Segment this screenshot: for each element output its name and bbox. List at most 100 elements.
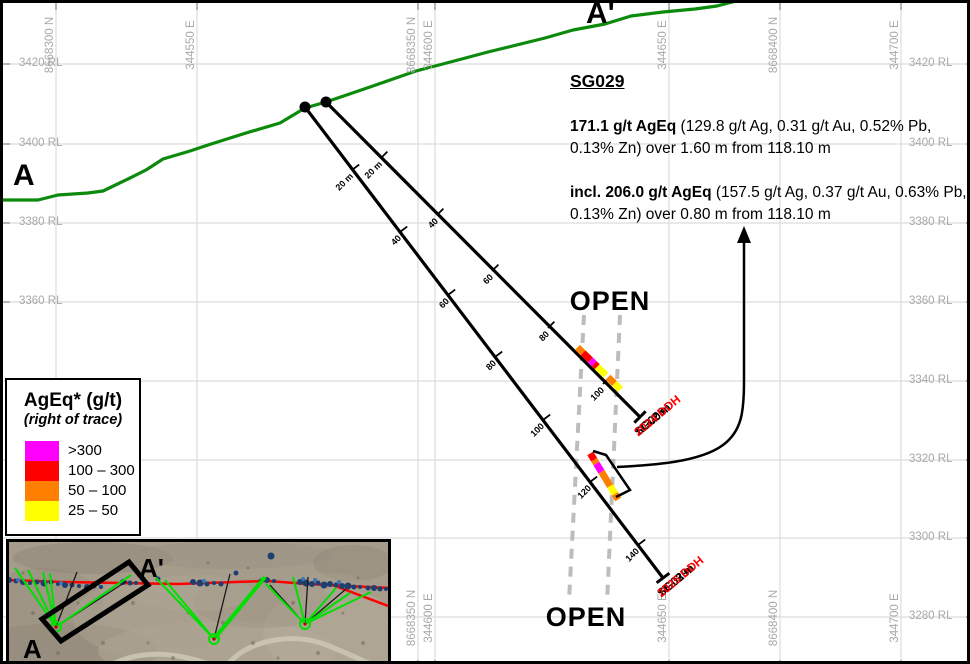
map-terrain-patch	[73, 578, 233, 658]
map-sample-dot-light	[16, 578, 20, 582]
map-sample-dot	[77, 584, 81, 588]
axis-label-top: 344700 E	[889, 20, 901, 70]
map-sample-dot	[134, 581, 138, 585]
intercept-1-detail: (129.8 g/t Ag, 0.31 g/t Au, 0.52% Pb, 0.…	[570, 118, 932, 157]
map-vegetation-speckle	[101, 641, 105, 645]
map-pad-circle	[208, 633, 220, 645]
map-vegetation-speckle	[171, 656, 175, 660]
depth-tick-sg008	[491, 264, 500, 272]
rl-label-right: 3400 RL	[909, 137, 953, 149]
map-sample-dot	[377, 586, 383, 592]
map-vegetation-speckle	[56, 651, 60, 655]
map-sample-dot-light	[59, 581, 63, 585]
rl-label-left: 3420 RL	[19, 57, 63, 69]
intercept-bracket	[592, 449, 632, 499]
rl-label-left: 3380 RL	[19, 216, 63, 228]
map-vegetation-speckle	[131, 601, 135, 605]
interpreted-structure-dashed-line	[567, 314, 586, 602]
map-vegetation-speckle	[251, 641, 255, 645]
map-sample-dot	[358, 585, 362, 589]
depth-tick-sg029	[637, 538, 646, 546]
legend-label: 50 – 100	[68, 482, 127, 499]
map-vegetation-speckle	[276, 656, 280, 660]
intercept-1-grade: 171.1 g/t AgEq	[570, 118, 677, 135]
legend-title: AgEq* (g/t)	[23, 390, 123, 411]
map-vegetation-speckle	[291, 601, 295, 605]
rl-label-right: 3420 RL	[909, 57, 953, 69]
map-sample-dot	[344, 582, 352, 590]
map-sample-dot	[339, 583, 345, 589]
axis-label-top: 344650 E	[657, 20, 669, 70]
map-sample-dot	[9, 577, 12, 583]
rl-label-right: 3320 RL	[909, 453, 953, 465]
section-label-a-prime: A'	[586, 0, 615, 30]
open-label-bottom: OPEN	[545, 602, 627, 632]
map-vegetation-speckle	[21, 571, 25, 575]
map-sample-dot	[127, 580, 133, 586]
legend-row: 25 – 50	[25, 501, 139, 521]
map-sample-dot	[309, 581, 315, 587]
assay-interval-bar	[587, 357, 597, 367]
rl-label-left: 3400 RL	[19, 137, 63, 149]
axis-label-top: 8668400 N	[768, 16, 780, 74]
legend-row: 50 – 100	[25, 481, 139, 501]
intercept-2-grade: incl. 206.0 g/t AgEq	[570, 184, 712, 201]
map-vegetation-speckle	[341, 611, 345, 615]
map-drill-trace-green-thick	[212, 575, 267, 641]
rl-label-right: 3380 RL	[909, 216, 953, 228]
axis-label-top: 344550 E	[185, 20, 197, 70]
depth-tick-sg029	[589, 475, 598, 483]
axis-label-bottom: 344700 E	[889, 593, 901, 643]
axis-label-bottom: 8668400 N	[768, 589, 780, 647]
map-drill-trace-green	[55, 574, 132, 628]
legend-swatch-magenta	[25, 441, 59, 461]
depth-tick-sg008	[547, 321, 556, 329]
map-drill-trace-green	[265, 583, 306, 625]
depth-tick-sg029	[542, 413, 551, 421]
map-vegetation-speckle	[76, 601, 80, 605]
map-sample-dot	[297, 579, 303, 585]
map-vegetation-speckle	[316, 651, 320, 655]
axis-label-top: 344600 E	[423, 20, 435, 70]
map-sample-dot	[212, 581, 216, 585]
map-drill-trace-green	[42, 571, 57, 628]
map-dirt-road	[113, 651, 207, 661]
map-drill-trace-black	[55, 571, 78, 628]
plan-view-inset-map: A A'	[6, 539, 391, 661]
depth-tick-sg008	[436, 208, 445, 216]
map-drill-trace-green	[292, 576, 306, 625]
assay-interval-bar	[594, 364, 609, 378]
map-sample-dot	[267, 552, 275, 560]
map-sample-dot	[233, 570, 239, 576]
map-sample-dot	[384, 587, 388, 591]
intercept-annotation: SG029 171.1 g/t AgEq (129.8 g/t Ag, 0.31…	[570, 71, 967, 248]
legend-label: >300	[68, 442, 102, 459]
map-drill-trace-black	[213, 573, 231, 640]
map-pad-center-dot	[303, 622, 307, 626]
depth-tick-sg008	[380, 151, 389, 159]
map-sample-dot	[28, 581, 32, 585]
depth-tick-sg029	[494, 350, 503, 358]
map-sample-dot-light	[301, 577, 305, 581]
axis-label-bottom: 8668350 N	[406, 589, 418, 647]
legend-rows: >300 100 – 300 50 – 100 25 – 50	[25, 441, 139, 521]
depth-tick-sg029	[399, 225, 408, 233]
legend-subtitle: (right of trace)	[23, 412, 123, 428]
legend-swatch-red	[25, 461, 59, 481]
map-sample-dot	[204, 581, 210, 587]
depth-tick-sg029	[351, 163, 360, 171]
rl-label-right: 3340 RL	[909, 374, 953, 386]
map-terrain-patch	[133, 542, 333, 569]
map-pad-circle	[299, 618, 311, 630]
map-drill-trace-green	[304, 587, 337, 625]
legend-row: 100 – 300	[25, 461, 139, 481]
legend-swatch-yellow	[25, 501, 59, 521]
drill-trace-sg008	[324, 100, 642, 419]
map-sample-dot	[99, 585, 103, 589]
rl-label-right: 3280 RL	[909, 610, 953, 622]
map-drill-trace-black	[304, 576, 309, 625]
rl-label-right: 3360 RL	[909, 295, 953, 307]
assay-interval-bar	[612, 381, 623, 392]
map-vegetation-speckle	[361, 641, 365, 645]
